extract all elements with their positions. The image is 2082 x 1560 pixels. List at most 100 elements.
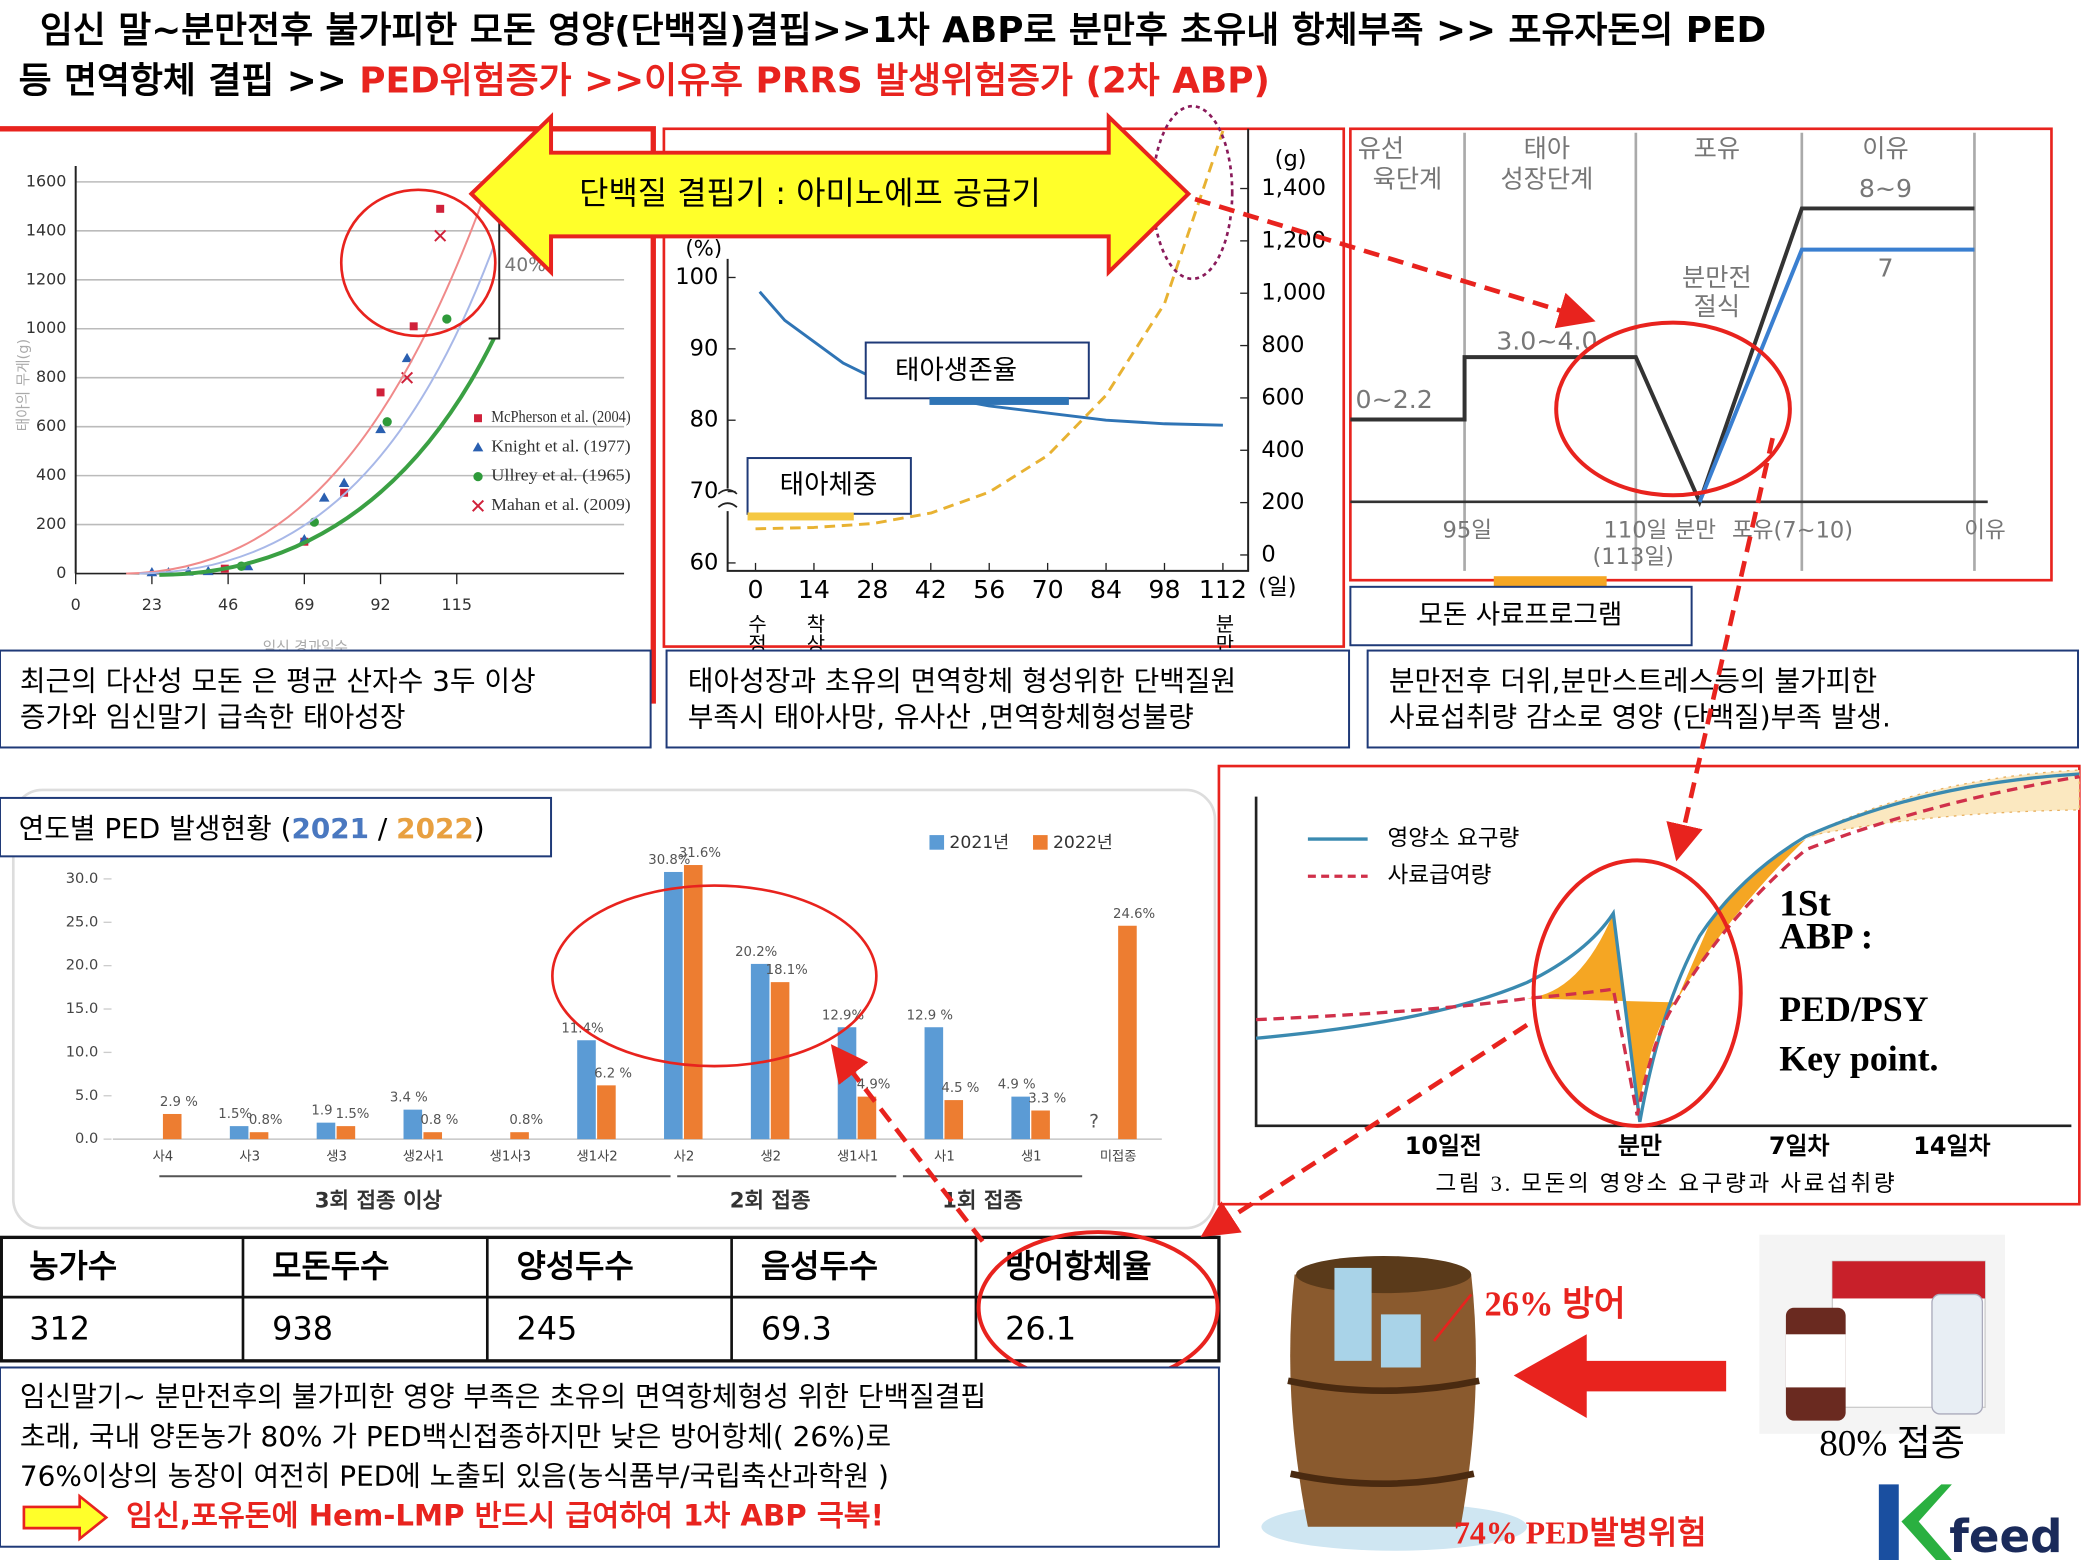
title-part: PED위험증가 >>이유후 PRRS 발생위험증가 (2차 ABP) (359, 60, 1270, 101)
x-note: 수정 (744, 613, 767, 653)
x-tick-label: 생3 (326, 1148, 347, 1164)
broken-stave (1334, 1267, 1372, 1361)
note: 1St (1779, 883, 1831, 924)
stage-bar (1493, 576, 1607, 587)
group-label: 3회 접종 이상 (315, 1189, 443, 1214)
y-tick-label: 1000 (26, 318, 67, 337)
x-tick-label: 미접종 (1100, 1148, 1137, 1164)
summary-line: 임신말기~ 분만전후의 불가피한 영양 부족은 초유의 면역항체형성 위한 단백… (20, 1380, 986, 1413)
y-tick-label: 25.0 (66, 913, 99, 930)
title-box (0, 796, 553, 858)
series-line (755, 130, 1225, 531)
y-tick-label: 30.0 (66, 870, 99, 887)
bar (1031, 1110, 1050, 1140)
x-tick-label: 98 (1148, 575, 1180, 604)
bar (1011, 1096, 1030, 1140)
level-label: 7 (1877, 254, 1893, 283)
barrel-top (1295, 1255, 1472, 1294)
dashed-arrow (830, 1044, 985, 1243)
x-tick-label: 0 (71, 595, 81, 614)
legend-marker (473, 471, 483, 482)
bar (316, 1122, 336, 1140)
group-label: 2회 접종 (730, 1189, 811, 1214)
panel-frame (662, 127, 1346, 648)
note: PED/PSY (1779, 989, 1928, 1029)
point (382, 417, 392, 427)
annotation: 40% (505, 255, 546, 276)
timeline-label: 110일 분만 (1603, 518, 1716, 544)
y-tick-label: 1200 (26, 269, 67, 288)
y2-tick-label: 1,400 (1261, 175, 1326, 201)
x-tick-label: 0 (747, 575, 763, 604)
level-label: 분만전 (1682, 263, 1752, 292)
stage-label: 육단계 (1373, 165, 1443, 194)
x-tick-label: 84 (1090, 575, 1122, 604)
box-band (1832, 1261, 1986, 1299)
point (376, 388, 385, 397)
risk-label: 74% PED발병위험 (1454, 1515, 1707, 1550)
x-tick-label: 생2사1 (403, 1148, 444, 1164)
group-label: 1회 접종 (942, 1189, 1023, 1214)
legend-label: Mahan et al. (2009) (491, 495, 630, 514)
value-label: 3.3 % (1028, 1092, 1066, 1107)
title-line: 등 면역항체 결핍 >> PED위험증가 >>이유후 PRRS 발생위험증가 (… (19, 60, 1270, 101)
caption: 부족시 태아사망, 유사산 ,면역항체형성불량 (688, 700, 1194, 733)
x-tick-label: 69 (294, 595, 314, 614)
panel-frame (1349, 127, 2053, 582)
axis (726, 128, 1250, 572)
shaded-area (1526, 913, 1676, 1116)
value-label: 4.9 % (998, 1078, 1036, 1093)
label-underline (747, 512, 854, 521)
y2-tick-label: 0 (1261, 541, 1275, 567)
bar (683, 865, 703, 1140)
highlight-ellipse (339, 188, 497, 338)
caption: 분만전후 더위,분만스트레스등의 불가피한 (1389, 664, 1877, 697)
legend-label: Ullrey et al. (1965) (491, 466, 630, 485)
highlight-ellipse (1554, 320, 1792, 498)
label-box (864, 341, 1090, 400)
shaded-area (1805, 769, 2081, 838)
value-label: 1.9 (311, 1104, 332, 1119)
y2-tick-label: 1,000 (1261, 280, 1326, 306)
trend-curve (126, 169, 495, 575)
x-tick-label: 28 (856, 575, 888, 604)
value-label: 4.5 % (941, 1081, 979, 1096)
x-tick-label: 112 (1199, 575, 1247, 604)
value-label: 2.9 % (160, 1095, 198, 1110)
bar (249, 1132, 269, 1140)
point (401, 352, 413, 363)
cell: 938 (272, 1309, 333, 1347)
x-tick-label: 생1사3 (490, 1148, 531, 1164)
point (340, 488, 349, 497)
summary-line: 초래, 국내 양돈농가 80% 가 PED백신접종하지만 낮은 방어항체( 26… (20, 1420, 891, 1453)
chart-title: 연도별 PED 발생현황 (2021 / 2022) (19, 812, 485, 845)
title-part: 등 면역항체 결핍 >> (19, 60, 360, 101)
bar (229, 1126, 249, 1140)
bar (336, 1126, 356, 1140)
y-tick-label: 60 (690, 549, 719, 575)
title-part: / (369, 812, 396, 845)
caption: 최근의 다산성 모돈 은 평균 산자수 3두 이상 (20, 664, 536, 697)
value-label: 30.8% (648, 853, 690, 868)
header-cell: 모돈두수 (272, 1247, 389, 1285)
note: Key point. (1779, 1038, 1938, 1078)
title-part: 2021 (291, 812, 369, 845)
legend-label: McPherson et al. (2004) (491, 407, 630, 426)
protect-label: 26% 방어 (1484, 1286, 1625, 1324)
axis-break (717, 489, 738, 508)
arrow-label: 단백질 결핍기 : 아미노에프 공급기 (579, 174, 1041, 212)
point (434, 229, 447, 242)
cell: 245 (517, 1309, 578, 1347)
level-label: 0~2.2 (1356, 385, 1433, 414)
timeline-label: (113일) (1592, 544, 1673, 570)
value-label: 20.2% (735, 945, 777, 960)
stage-label: 유선 (1358, 134, 1404, 163)
legend-label: 2021년 (949, 833, 1009, 853)
bar (857, 1096, 877, 1140)
level-mark (1432, 1293, 1473, 1342)
y-tick-label: 100 (675, 264, 718, 290)
value-label: 31.6% (679, 846, 721, 861)
bar (770, 982, 790, 1140)
summary-line: 76%이상의 농장이 여전히 PED에 노출되 있음(농식품부/국립축산과학원 … (20, 1460, 889, 1493)
